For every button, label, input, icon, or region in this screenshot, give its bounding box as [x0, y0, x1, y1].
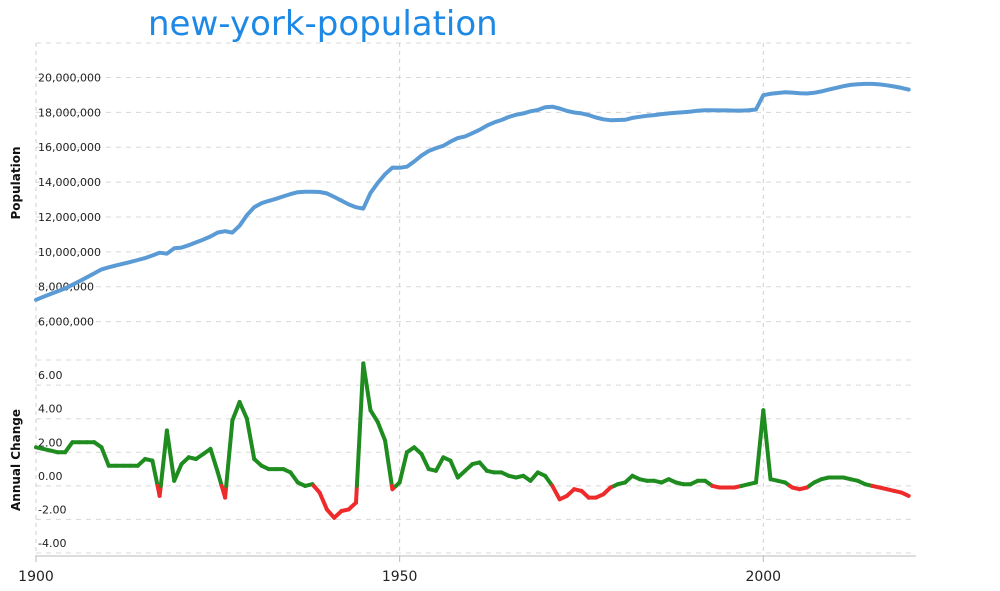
- population-y-tick-label: 12,000,000: [38, 211, 101, 224]
- annual-change-positive-segment: [543, 473, 555, 488]
- change-y-tick-label: 2.00: [38, 436, 63, 449]
- population-y-tick-label: 20,000,000: [38, 71, 101, 84]
- annual-change-positive-segment: [383, 438, 394, 488]
- annual-change-negative-segment: [317, 490, 329, 512]
- annual-change-positive-segment: [754, 408, 766, 485]
- annual-change-positive-segment: [434, 455, 446, 473]
- change-y-tick-label: -4.00: [38, 537, 66, 550]
- population-y-tick-label: 6,000,000: [38, 316, 94, 329]
- change-y-tick-label: -2.00: [38, 503, 66, 516]
- population-y-tick-label: 10,000,000: [38, 246, 101, 259]
- population-panel: Population 6,000,0008,000,00010,000,0001…: [9, 71, 911, 329]
- x-axis: 1900 1950 2000: [18, 555, 916, 585]
- population-y-axis-label: Population: [9, 146, 23, 219]
- change-y-tick-label: 0.00: [38, 470, 63, 483]
- annual-change-positive-segment: [361, 361, 373, 413]
- x-tick-label: 2000: [745, 569, 781, 585]
- grid-layer: [35, 42, 916, 556]
- annual-change-positive-segment: [99, 445, 111, 468]
- annual-change-positive-segment: [368, 408, 380, 425]
- annual-change-positive-segment: [164, 428, 177, 483]
- annual-change-negative-segment: [550, 483, 562, 502]
- population-series-line: [34, 81, 911, 302]
- annual-change-positive-segment: [150, 458, 160, 488]
- annual-change-positive-segment: [158, 428, 169, 488]
- annual-change-positive-segment: [63, 440, 75, 455]
- annual-change-positive-segment: [448, 458, 460, 480]
- annual-change-positive-segment: [208, 446, 220, 475]
- annual-change-positive-segment: [761, 408, 773, 482]
- annual-change-positive-segment: [354, 361, 366, 488]
- annual-change-positive-segment: [397, 450, 409, 485]
- annual-change-positive-segment: [244, 416, 257, 461]
- annual-change-panel: Annual Change -4.00 -2.00 0.00 2.00 4.00 6.00: [9, 361, 911, 550]
- population-y-tick-label: 14,000,000: [38, 176, 101, 189]
- annual-change-positive-segment: [375, 420, 388, 443]
- x-tick-label: 1950: [382, 569, 418, 585]
- population-y-tick-label: 18,000,000: [38, 106, 101, 119]
- annual-change-positive-segment: [419, 452, 431, 472]
- population-y-tick-label: 16,000,000: [38, 141, 101, 154]
- annual-change-y-axis-label: Annual Change: [9, 409, 23, 511]
- chart-title: new-york-population: [148, 4, 498, 44]
- annual-change-positive-segment: [224, 418, 235, 488]
- change-y-tick-label: 4.00: [38, 403, 63, 416]
- x-tick-label: 1900: [18, 569, 54, 585]
- annual-change-positive-segment: [288, 470, 300, 485]
- annual-change-negative-segment: [899, 490, 911, 498]
- annual-change-positive-segment: [172, 462, 184, 483]
- annual-change-positive-segment: [215, 470, 224, 488]
- annual-change-negative-segment: [354, 483, 359, 505]
- annual-change-positive-segment: [237, 400, 249, 421]
- change-y-tick-label: 6.00: [38, 369, 63, 382]
- annual-change-positive-segment: [230, 400, 242, 423]
